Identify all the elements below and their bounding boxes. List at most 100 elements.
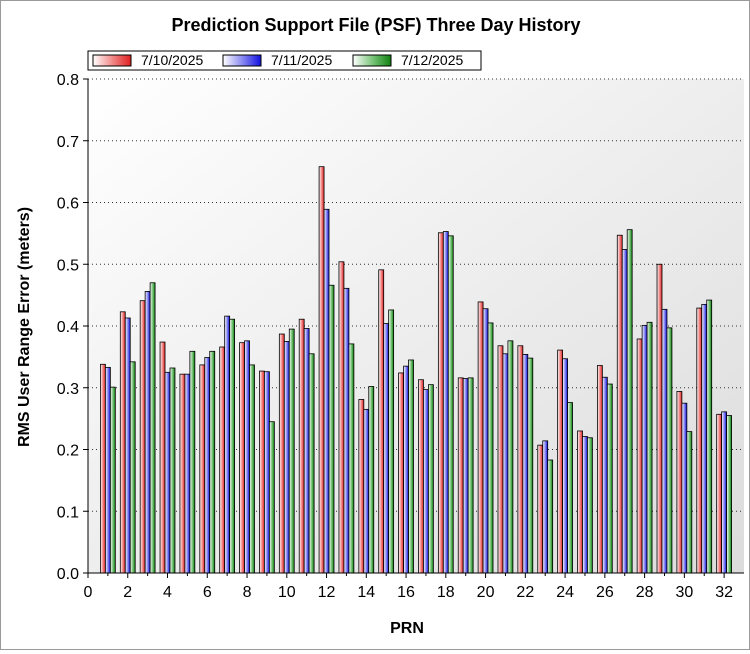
legend: 7/10/2025 7/11/2025 7/12/2025 [87,50,482,71]
bar [244,340,250,574]
x-tick-label: 0 [84,584,93,601]
bar [641,324,648,574]
x-tick-label: 2 [123,584,132,601]
bar [278,333,285,574]
bar [587,437,593,574]
bar [189,350,196,574]
bar [646,321,653,574]
bar [681,402,688,574]
bar [323,208,330,574]
bar [577,430,583,574]
y-axis-label: RMS User Range Error (meters) [16,207,33,447]
x-axis-label: PRN [390,620,424,637]
bar [318,166,325,574]
x-tick-label: 12 [318,584,336,601]
bar [706,299,713,574]
bar [517,345,524,574]
grid-lines [88,78,744,512]
x-tick-label: 16 [397,584,415,601]
bar [547,459,554,574]
bar [582,436,588,574]
y-tick-label: 0.7 [57,134,79,151]
x-tick-label: 6 [203,584,212,601]
bar [338,261,345,574]
y-ticks: 0.0 0.1 0.2 0.3 0.4 0.5 0.6 0.7 0.8 [57,72,88,583]
legend-swatch-green [352,54,392,67]
bar [144,291,151,574]
bar [179,373,186,574]
y-tick-label: 0.3 [57,381,79,398]
bar [462,378,469,574]
bar [303,328,310,574]
y-tick-label: 0.1 [57,504,79,521]
bar [537,444,544,574]
bar [507,340,514,574]
bar [557,349,564,574]
bar [119,311,126,574]
bar [437,232,444,574]
bar [661,308,668,574]
bar [721,411,728,574]
y-tick-label: 0.4 [57,319,79,336]
bar [308,353,315,574]
x-tick-label: 22 [516,584,534,601]
bar [343,287,350,574]
x-tick-label: 10 [278,584,296,601]
bar [423,389,429,574]
legend-swatch-red [92,54,132,67]
x-tick-label: 4 [163,584,172,601]
bar [696,307,703,574]
bar [726,415,732,574]
bar [616,234,623,574]
bar [378,269,385,574]
bar [249,364,255,574]
bar [606,383,613,574]
y-tick-label: 0.5 [57,257,79,274]
bar [542,440,549,574]
bar [656,263,663,574]
chart-title: Prediction Support File (PSF) Three Day … [171,15,580,35]
bar [199,364,206,574]
bar [601,376,608,574]
bar [239,342,245,574]
bar [229,318,236,574]
bar [621,249,628,574]
bar [139,300,146,574]
bar [129,361,136,574]
bar [487,322,494,574]
y-tick-label: 0.2 [57,443,79,460]
x-tick-label: 28 [636,584,654,601]
legend-label: 7/10/2025 [141,52,203,68]
bar [502,353,509,574]
bar [259,370,265,574]
bar [358,399,365,574]
bar [567,402,573,574]
bar [268,421,275,574]
bar [467,377,474,574]
bar [686,431,693,574]
bar [363,408,370,574]
bar [184,373,191,574]
bar [164,371,171,574]
bar [149,282,156,574]
bar [497,345,504,574]
bar [716,413,723,574]
bar [398,372,404,574]
x-tick-label: 8 [243,584,252,601]
bar [636,338,643,574]
bar [109,386,116,574]
bar [283,341,290,574]
bar [522,354,529,574]
x-tick-label: 32 [715,584,733,601]
bar [562,358,568,574]
bar [527,357,534,574]
y-tick-label: 0.0 [57,566,79,583]
bar [124,317,131,574]
bar [457,377,464,574]
bar [428,384,434,574]
x-tick-label: 18 [437,584,455,601]
bar [388,309,395,574]
x-ticks: 0 2 4 6 8 10 12 14 16 18 20 22 24 26 28 30 32 [84,573,733,601]
